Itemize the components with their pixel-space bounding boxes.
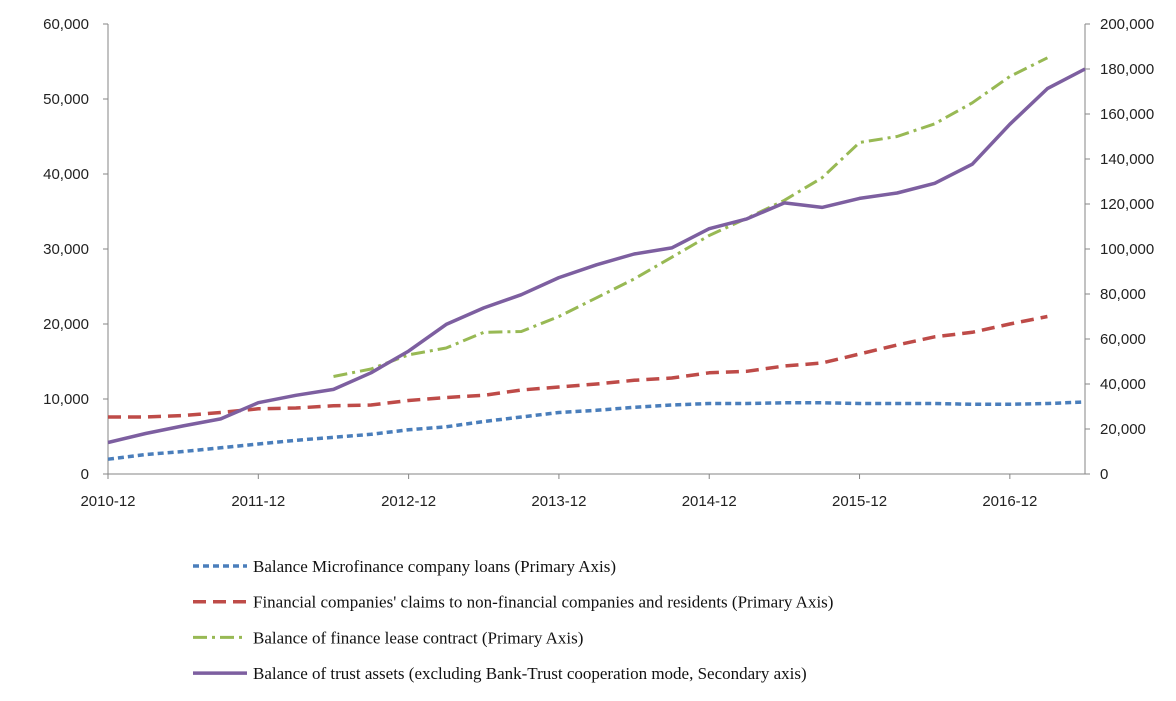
secondary-y-tick-label: 120,000	[1100, 196, 1154, 213]
series-lines	[107, 56, 1086, 461]
x-tick-label: 2011-12	[231, 493, 285, 510]
primary-y-tick-label: 60,000	[43, 16, 89, 33]
x-tick-label: 2010-12	[80, 493, 135, 510]
primary-y-tick-label: 0	[81, 466, 89, 483]
series-line-4	[107, 67, 1086, 445]
legend-label-3: Balance of finance lease contract (Prima…	[253, 628, 583, 647]
secondary-y-tick-label: 160,000	[1100, 106, 1154, 123]
series-line-1	[107, 400, 1086, 461]
primary-y-tick-label: 40,000	[43, 166, 89, 183]
secondary-y-tick-label: 200,000	[1100, 16, 1154, 33]
legend-label-4: Balance of trust assets (excluding Bank-…	[253, 664, 807, 683]
legend: Balance Microfinance company loans (Prim…	[193, 557, 833, 683]
x-tick-label: 2013-12	[531, 493, 586, 510]
series-line-2	[108, 314, 1048, 419]
primary-y-tick-label: 10,000	[43, 391, 89, 408]
x-tick-label: 2012-12	[381, 493, 436, 510]
primary-y-tick-label: 30,000	[43, 241, 89, 258]
series-line-3	[333, 56, 1049, 378]
secondary-y-tick-label: 0	[1100, 466, 1108, 483]
x-tick-label: 2016-12	[982, 493, 1037, 510]
secondary-y-tick-label: 140,000	[1100, 151, 1154, 168]
x-tick-label: 2015-12	[832, 493, 887, 510]
secondary-y-tick-label: 40,000	[1100, 376, 1146, 393]
secondary-y-tick-label: 20,000	[1100, 421, 1146, 438]
legend-label-2: Financial companies' claims to non-finan…	[253, 593, 833, 612]
primary-y-tick-label: 50,000	[43, 91, 89, 108]
primary-y-tick-label: 20,000	[43, 316, 89, 333]
secondary-y-tick-label: 180,000	[1100, 61, 1154, 78]
legend-label-1: Balance Microfinance company loans (Prim…	[253, 557, 616, 576]
secondary-y-tick-label: 100,000	[1100, 241, 1154, 258]
secondary-y-tick-label: 80,000	[1100, 286, 1146, 303]
x-tick-label: 2014-12	[682, 493, 737, 510]
axes: 0 10,000 20,000 30,000 40,000 50,000 60,000 0 20…	[43, 16, 1154, 510]
secondary-y-tick-label: 60,000	[1100, 331, 1146, 348]
